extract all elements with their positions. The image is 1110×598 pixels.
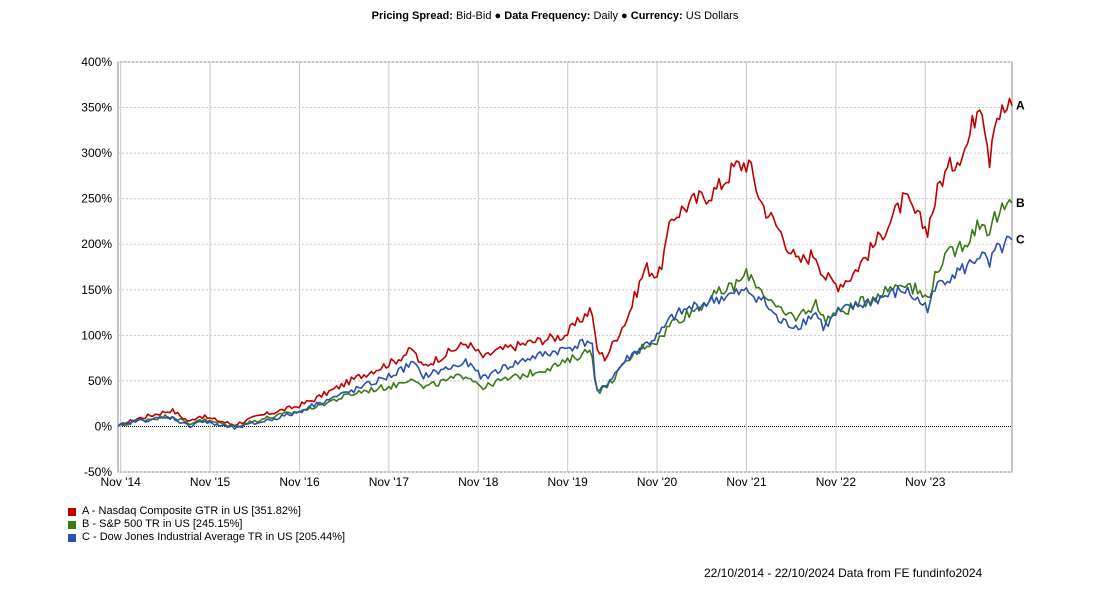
series-line-c [117, 235, 1013, 431]
axes: -50% 0% 50% 100% 150% 200% 250% 300% 350% 400% Nov… [81, 55, 945, 489]
legend-item-b: B - S&P 500 TR in US [245.15%] [68, 518, 345, 531]
legend-swatch-a [68, 507, 76, 516]
data-source-footer: 22/10/2014 - 22/10/2024 Data from FE fun… [704, 566, 983, 580]
x-tick-label: Nov '14 [101, 475, 142, 489]
legend-swatch-b [68, 520, 76, 529]
currency-value: US Dollars [685, 10, 739, 22]
y-tick-label: 350% [81, 101, 112, 115]
series-lines [117, 97, 1013, 431]
end-labels: A B C [1016, 99, 1025, 247]
legend-item-c: C - Dow Jones Industrial Average TR in U… [68, 531, 345, 544]
x-tick-label: Nov '23 [905, 475, 946, 489]
x-tick-label: Nov '17 [369, 475, 410, 489]
series-line-b [117, 198, 1013, 429]
y-tick-label: 50% [88, 374, 112, 388]
y-tick-label: 400% [81, 55, 112, 69]
series-line-a [117, 97, 1013, 427]
x-tick-label: Nov '19 [548, 475, 589, 489]
legend-label-b: B - S&P 500 TR in US [245.15%] [82, 518, 243, 530]
x-tick-label: Nov '20 [637, 475, 678, 489]
separator-dot: ● [621, 10, 628, 22]
performance-line-chart: -50% 0% 50% 100% 150% 200% 250% 300% 350% 400% Nov… [81, 55, 1025, 489]
spread-value: Bid-Bid [456, 10, 492, 22]
spread-label: Pricing Spread: [371, 10, 453, 22]
legend-label-a: A - Nasdaq Composite GTR in US [351.82%] [82, 505, 301, 517]
series-end-label-a: A [1016, 99, 1025, 113]
chart-legend: A - Nasdaq Composite GTR in US [351.82%]… [68, 505, 345, 544]
legend-swatch-c [68, 533, 76, 542]
y-tick-label: 100% [81, 328, 112, 342]
x-tick-label: Nov '15 [190, 475, 231, 489]
currency-label: Currency: [630, 10, 683, 22]
series-end-label-c: C [1016, 233, 1025, 247]
legend-label-c: C - Dow Jones Industrial Average TR in U… [82, 531, 346, 543]
y-tick-label: 300% [81, 146, 112, 160]
y-tick-label: -50% [84, 465, 112, 479]
series-end-label-b: B [1016, 196, 1025, 210]
grid [117, 61, 1013, 473]
frequency-value: Daily [593, 10, 618, 22]
y-tick-label: 200% [81, 237, 112, 251]
frequency-label: Data Frequency: [504, 10, 591, 22]
x-tick-label: Nov '21 [726, 475, 767, 489]
x-tick-label: Nov '16 [279, 475, 320, 489]
chart-header: Pricing Spread: Bid-Bid ● Data Frequency… [0, 10, 1110, 22]
separator-dot: ● [494, 10, 502, 22]
x-tick-label: Nov '18 [458, 475, 499, 489]
y-tick-label: 250% [81, 192, 112, 206]
plot-border [117, 61, 1013, 473]
x-tick-label: Nov '22 [816, 475, 857, 489]
legend-item-a: A - Nasdaq Composite GTR in US [351.82%] [68, 505, 345, 518]
y-tick-label: 150% [81, 283, 112, 297]
y-tick-label: 0% [95, 419, 113, 433]
